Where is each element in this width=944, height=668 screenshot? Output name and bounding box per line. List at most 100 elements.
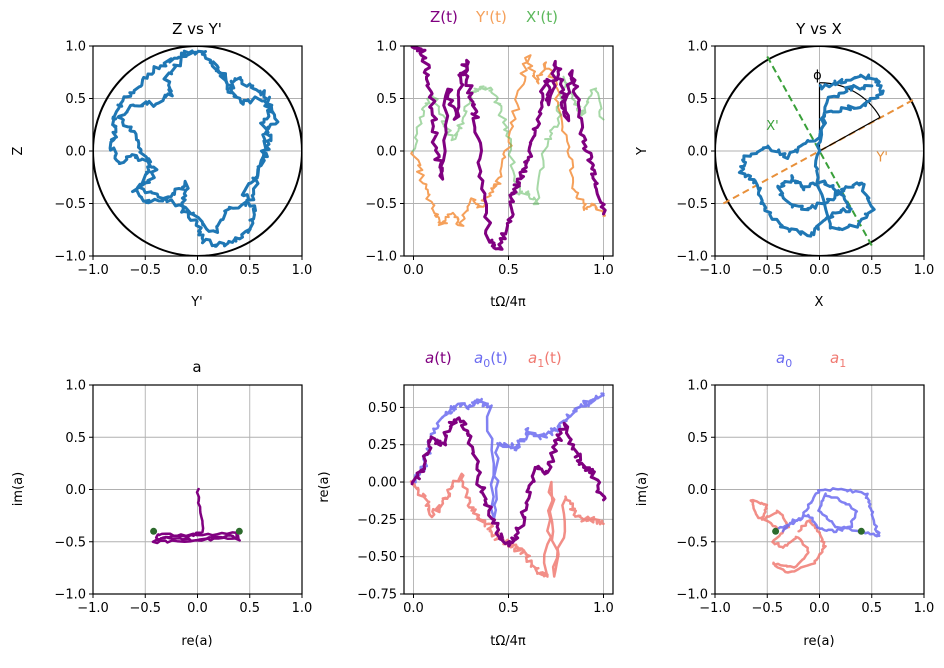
marker-point (772, 527, 780, 535)
panel-a0-a1-complex: a0 a1 re(a) im(a) −1.0 −0.5 0.0 0.5 1.0−1.0−… (635, 349, 934, 649)
y-tick-label: −0.25 (357, 513, 397, 528)
series-line-a0t (412, 392, 605, 520)
panel-re-a-time: a(t) a0(t) a1(t) tΩ/4π re(a) 0.0 0.5 1.0 −0… (317, 349, 614, 649)
x-tick-label: 0.5 (498, 601, 519, 616)
y-tick-label: −1.0 (54, 588, 86, 603)
x-tick-label: 0.5 (239, 263, 260, 278)
axes-frame (403, 45, 614, 257)
x-tick-label: 1.0 (292, 601, 313, 616)
y-tick-label: −0.5 (54, 197, 86, 212)
x-tick-label: 0.5 (861, 601, 882, 616)
y-tick-label: 1.0 (687, 379, 708, 394)
axes-frame (714, 384, 925, 595)
axes-frame (403, 384, 614, 595)
y-tick-label: −1.0 (676, 588, 708, 603)
panel-title: a (192, 358, 201, 376)
legend-z: Z(t) (430, 8, 458, 26)
series-line-a (151, 487, 241, 545)
y-tick-label: 0.5 (65, 431, 86, 446)
y-tick-label: −0.75 (357, 588, 397, 603)
legend-xprime: X'(t) (526, 8, 558, 26)
x-tick-label: −1.0 (699, 263, 731, 278)
x-axis-label: X (815, 295, 824, 310)
x-tick-label: −0.5 (751, 601, 783, 616)
x-tick-label: 0.0 (403, 263, 424, 278)
x-tick-label: 1.0 (593, 263, 614, 278)
y-tick-label: 0.5 (687, 92, 708, 107)
series-line-a1t (409, 472, 605, 578)
y-axis-label: Z (11, 146, 26, 155)
phi-ray-line (819, 116, 881, 152)
y-axis-label: Y (635, 147, 650, 156)
x-tick-label: 0.0 (809, 263, 830, 278)
y-tick-label: −0.5 (676, 535, 708, 550)
marker-point (857, 527, 865, 535)
x-tick-label: 0.0 (187, 263, 208, 278)
panel-time-series-zyx: Z(t) Y'(t) X'(t) tΩ/4π 0.0 0.5 1.0 −1.0 −0.5… (365, 8, 613, 310)
y-tick-label: 0.0 (65, 483, 86, 498)
series-line-trajectory (108, 49, 280, 248)
plot-area (93, 46, 302, 256)
y-axis-label: re(a) (317, 471, 332, 502)
x-axis-label: tΩ/4π (490, 634, 526, 649)
y-tick-label: 0.5 (687, 431, 708, 446)
yprime-label: Y' (875, 151, 888, 166)
x-tick-label: 0.5 (239, 601, 260, 616)
y-tick-label: 0.5 (65, 92, 86, 107)
y-tick-label: 0.00 (368, 476, 397, 491)
series-line-trajectory (737, 73, 885, 238)
y-tick-label: −0.50 (357, 550, 397, 565)
y-axis-label: im(a) (11, 472, 26, 506)
x-tick-label: 1.0 (292, 263, 313, 278)
legend-a1: a1(t) (528, 349, 562, 370)
y-tick-label: −0.5 (365, 197, 397, 212)
panel-title: Y vs X (795, 20, 842, 38)
legend-a: a(t) (425, 349, 452, 367)
x-tick-label: 1.0 (914, 263, 935, 278)
y-axis-label: im(a) (635, 472, 650, 506)
x-tick-label: −1.0 (77, 263, 109, 278)
yprime-axis-line (722, 97, 917, 205)
phi-arc (819, 82, 881, 118)
y-tick-label: 0.50 (368, 401, 397, 416)
plot-area (409, 392, 607, 578)
x-tick-label: −0.5 (751, 263, 783, 278)
y-tick-label: 0.0 (687, 483, 708, 498)
x-tick-label: 0.0 (809, 601, 830, 616)
y-tick-label: 0.0 (687, 145, 708, 160)
x-tick-label: −1.0 (699, 601, 731, 616)
y-tick-label: 0.25 (368, 438, 397, 453)
phi-label: ϕ (813, 69, 822, 84)
x-tick-label: −0.5 (129, 601, 161, 616)
y-tick-label: 0.0 (376, 145, 397, 160)
x-tick-label: −0.5 (129, 263, 161, 278)
series-line-a0 (777, 487, 881, 538)
y-tick-label: −0.5 (54, 535, 86, 550)
y-tick-label: −1.0 (676, 250, 708, 265)
axes-frame (714, 45, 925, 257)
x-tick-label: 0.5 (861, 263, 882, 278)
x-tick-label: −1.0 (77, 601, 109, 616)
xprime-axis-line (766, 56, 873, 246)
series-line-xt (411, 75, 605, 206)
plot-area (715, 46, 924, 256)
series-line-a1 (749, 498, 827, 574)
panel-y-vs-x: Y vs X X Y −1.0 −0.5 0.0 0.5 1.0 −1.0 −0.5 0.0 0… (635, 20, 934, 310)
axes-frame (92, 384, 303, 595)
y-tick-label: 1.0 (65, 379, 86, 394)
marker-point (235, 527, 243, 535)
x-tick-label: 1.0 (914, 601, 935, 616)
series-line-zt (410, 46, 607, 251)
y-tick-label: 1.0 (376, 40, 397, 55)
y-tick-label: −0.5 (676, 197, 708, 212)
axes-frame (92, 45, 303, 257)
panel-z-vs-yprime: Z vs Y' Y' Z −1.0 −0.5 0.0 0.5 1.0 −1.0 −0.5 0.… (11, 20, 312, 310)
panel-a-complex: a re(a) im(a) −1.0 −0.5 0.0 0.5 1.0 −1.0 −0.5 0… (11, 358, 312, 649)
x-axis-label: tΩ/4π (490, 295, 526, 310)
panel-title: Z vs Y' (172, 20, 222, 38)
y-tick-label: 1.0 (687, 40, 708, 55)
y-tick-label: −1.0 (365, 250, 397, 265)
plot-area (150, 487, 243, 545)
x-tick-label: 0.0 (403, 601, 424, 616)
